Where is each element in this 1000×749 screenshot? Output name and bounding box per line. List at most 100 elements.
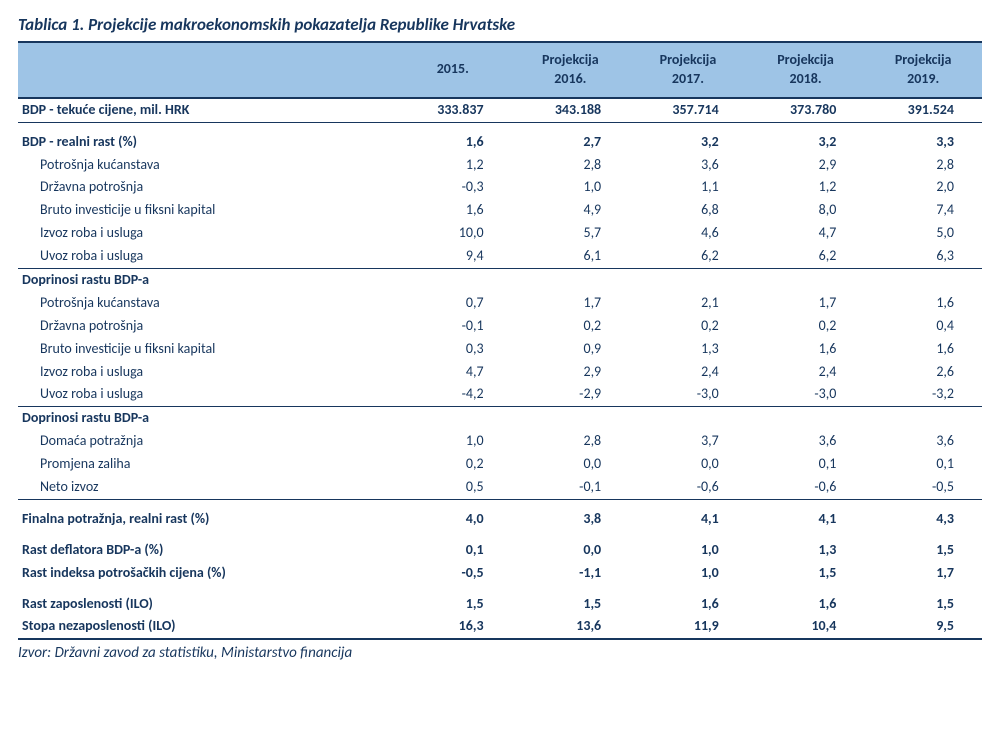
table-row: Bruto investicije u fiksni kapital1,64,9… bbox=[18, 199, 982, 222]
cell-y2018: 6,2 bbox=[747, 245, 865, 268]
row-label: BDP - tekuće cijene, mil. HRK bbox=[18, 98, 394, 122]
cell-y2019: 1,5 bbox=[864, 593, 982, 616]
cell-y2019: 1,5 bbox=[864, 539, 982, 562]
table-row: Rast deflatora BDP-a (%)0,10,01,01,31,5 bbox=[18, 539, 982, 562]
table-row: Uvoz roba i usluga9,46,16,26,26,3 bbox=[18, 245, 982, 268]
cell-y2016 bbox=[512, 269, 630, 292]
header-2017: Projekcija 2017. bbox=[629, 42, 747, 98]
table-row bbox=[18, 499, 982, 508]
cell-y2015: -0,1 bbox=[394, 315, 512, 338]
cell-y2015: -4,2 bbox=[394, 383, 512, 406]
cell-y2017: 0,0 bbox=[629, 453, 747, 476]
table-row: Izvoz roba i usluga4,72,92,42,42,6 bbox=[18, 361, 982, 384]
cell-y2018: 2,9 bbox=[747, 154, 865, 177]
row-label: Doprinosi rastu BDP-a bbox=[18, 269, 394, 292]
cell-y2017: 6,8 bbox=[629, 199, 747, 222]
row-label: BDP - realni rast (%) bbox=[18, 131, 394, 154]
table-row bbox=[18, 531, 982, 539]
cell-y2019: 391.524 bbox=[864, 98, 982, 122]
cell-y2019: 7,4 bbox=[864, 199, 982, 222]
table-row: Bruto investicije u fiksni kapital0,30,9… bbox=[18, 338, 982, 361]
cell-y2015: 1,5 bbox=[394, 593, 512, 616]
cell-y2016: -2,9 bbox=[512, 383, 630, 406]
cell-y2016: 13,6 bbox=[512, 615, 630, 639]
cell-y2019: 3,3 bbox=[864, 131, 982, 154]
row-label: Doprinosi rastu BDP-a bbox=[18, 407, 394, 430]
table-header-row: 2015. Projekcija 2016. Projekcija 2017. … bbox=[18, 42, 982, 98]
cell-y2015: 4,7 bbox=[394, 361, 512, 384]
cell-y2015: 1,6 bbox=[394, 199, 512, 222]
row-label: Promjena zaliha bbox=[18, 453, 394, 476]
cell-y2016: -0,1 bbox=[512, 476, 630, 499]
cell-y2016: 2,8 bbox=[512, 154, 630, 177]
cell-y2018 bbox=[747, 269, 865, 292]
table-row: Državna potrošnja-0,10,20,20,20,4 bbox=[18, 315, 982, 338]
table-row: Izvoz roba i usluga10,05,74,64,75,0 bbox=[18, 222, 982, 245]
cell-y2018: 1,2 bbox=[747, 176, 865, 199]
cell-y2015: 333.837 bbox=[394, 98, 512, 122]
cell-y2018: -3,0 bbox=[747, 383, 865, 406]
cell-y2018 bbox=[747, 407, 865, 430]
cell-y2015: 0,3 bbox=[394, 338, 512, 361]
cell-y2015: 0,2 bbox=[394, 453, 512, 476]
cell-y2015: 1,6 bbox=[394, 131, 512, 154]
cell-y2015: 0,1 bbox=[394, 539, 512, 562]
table-row: Uvoz roba i usluga-4,2-2,9-3,0-3,0-3,2 bbox=[18, 383, 982, 406]
cell-y2016: -1,1 bbox=[512, 562, 630, 585]
cell-y2015: 1,2 bbox=[394, 154, 512, 177]
cell-y2019: 5,0 bbox=[864, 222, 982, 245]
cell-y2017: 4,6 bbox=[629, 222, 747, 245]
cell-y2018: 0,2 bbox=[747, 315, 865, 338]
table-row: Potrošnja kućanstava0,71,72,11,71,6 bbox=[18, 292, 982, 315]
row-label: Finalna potražnja, realni rast (%) bbox=[18, 508, 394, 531]
cell-y2017: 3,7 bbox=[629, 430, 747, 453]
header-2015: 2015. bbox=[394, 42, 512, 98]
cell-y2016: 4,9 bbox=[512, 199, 630, 222]
cell-y2019: 0,1 bbox=[864, 453, 982, 476]
cell-y2018: -0,6 bbox=[747, 476, 865, 499]
cell-y2016 bbox=[512, 407, 630, 430]
header-2018: Projekcija 2018. bbox=[747, 42, 865, 98]
table-row: Rast zaposlenosti (ILO)1,51,51,61,61,5 bbox=[18, 593, 982, 616]
cell-y2017: 0,2 bbox=[629, 315, 747, 338]
row-label: Domaća potražnja bbox=[18, 430, 394, 453]
cell-y2018: 1,5 bbox=[747, 562, 865, 585]
cell-y2018: 4,1 bbox=[747, 508, 865, 531]
table-row: Promjena zaliha0,20,00,00,10,1 bbox=[18, 453, 982, 476]
cell-y2015: -0,5 bbox=[394, 562, 512, 585]
cell-y2018: 1,6 bbox=[747, 338, 865, 361]
cell-y2016: 1,7 bbox=[512, 292, 630, 315]
cell-y2017: -0,6 bbox=[629, 476, 747, 499]
table-row: Stopa nezaposlenosti (ILO)16,313,611,910… bbox=[18, 615, 982, 639]
row-label: Izvoz roba i usluga bbox=[18, 361, 394, 384]
cell-y2018: 2,4 bbox=[747, 361, 865, 384]
cell-y2016: 343.188 bbox=[512, 98, 630, 122]
table-row: Finalna potražnja, realni rast (%)4,03,8… bbox=[18, 508, 982, 531]
cell-y2018: 1,3 bbox=[747, 539, 865, 562]
cell-y2016: 3,8 bbox=[512, 508, 630, 531]
table-row: Domaća potražnja1,02,83,73,63,6 bbox=[18, 430, 982, 453]
cell-y2017: 6,2 bbox=[629, 245, 747, 268]
cell-y2017: 4,1 bbox=[629, 508, 747, 531]
row-label: Stopa nezaposlenosti (ILO) bbox=[18, 615, 394, 639]
cell-y2015: 16,3 bbox=[394, 615, 512, 639]
cell-y2019: -0,5 bbox=[864, 476, 982, 499]
cell-y2018: 4,7 bbox=[747, 222, 865, 245]
cell-y2017: 3,6 bbox=[629, 154, 747, 177]
cell-y2018: 1,6 bbox=[747, 593, 865, 616]
cell-y2018: 1,7 bbox=[747, 292, 865, 315]
cell-y2016: 2,8 bbox=[512, 430, 630, 453]
row-label: Bruto investicije u fiksni kapital bbox=[18, 338, 394, 361]
cell-y2017: -3,0 bbox=[629, 383, 747, 406]
cell-y2016: 0,0 bbox=[512, 539, 630, 562]
cell-y2018: 3,6 bbox=[747, 430, 865, 453]
row-label: Rast zaposlenosti (ILO) bbox=[18, 593, 394, 616]
cell-y2017: 1,0 bbox=[629, 562, 747, 585]
header-2016: Projekcija 2016. bbox=[512, 42, 630, 98]
cell-y2017: 11,9 bbox=[629, 615, 747, 639]
header-blank bbox=[18, 42, 394, 98]
row-label: Rast deflatora BDP-a (%) bbox=[18, 539, 394, 562]
cell-y2015: 4,0 bbox=[394, 508, 512, 531]
cell-y2019 bbox=[864, 269, 982, 292]
cell-y2017: 1,0 bbox=[629, 539, 747, 562]
